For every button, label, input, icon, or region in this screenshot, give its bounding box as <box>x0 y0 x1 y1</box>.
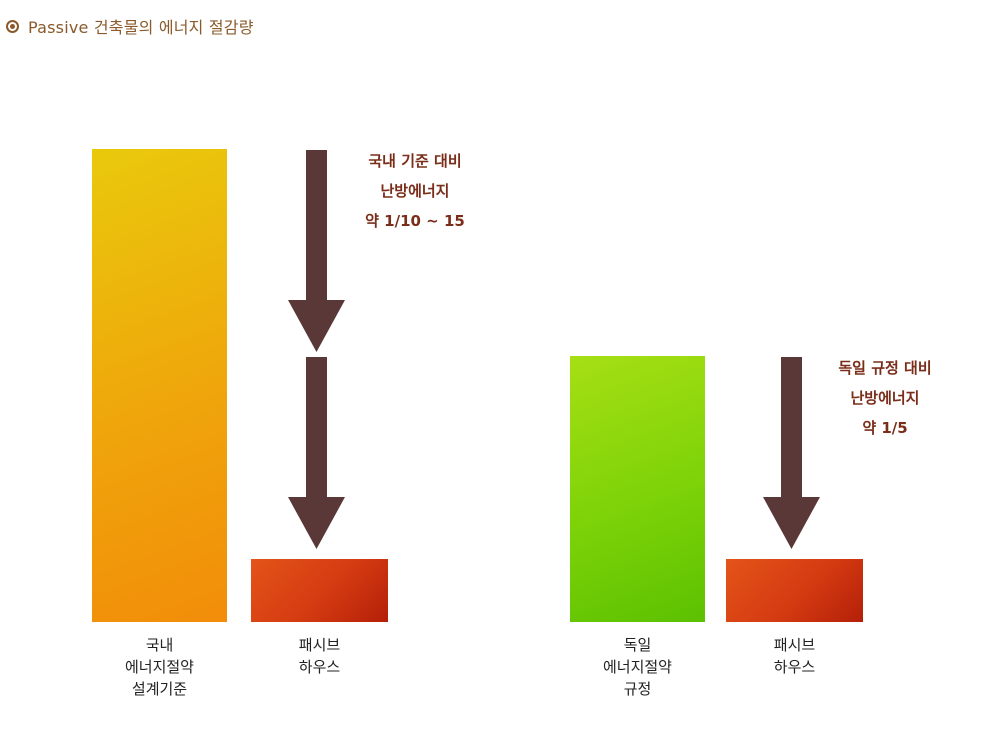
bar-passive-house-2 <box>726 559 863 622</box>
category-label: 패시브 하우스 <box>773 636 816 676</box>
bar-passive-house-1 <box>251 559 388 622</box>
bar-domestic-standard <box>92 149 227 622</box>
bar-germany-standard <box>570 356 705 622</box>
category-label: 패시브 하우스 <box>298 636 341 676</box>
category-label: 국내 에너지절약 설계기준 <box>124 636 194 698</box>
chart-header: Passive 건축물의 에너지 절감량 <box>6 14 254 38</box>
arrow-germany <box>763 357 820 549</box>
annotation-germany: 독일 규정 대비 난방에너지 약 1/5 <box>838 359 932 437</box>
arrow-domestic-lower <box>288 357 345 549</box>
category-label: 독일 에너지절약 규정 <box>602 636 672 698</box>
annotation-domestic: 국내 기준 대비 난방에너지 약 1/10 ~ 15 <box>365 152 465 230</box>
arrow-domestic-upper <box>288 150 345 352</box>
target-icon <box>6 19 19 33</box>
chart-title: Passive 건축물의 에너지 절감량 <box>28 18 254 37</box>
